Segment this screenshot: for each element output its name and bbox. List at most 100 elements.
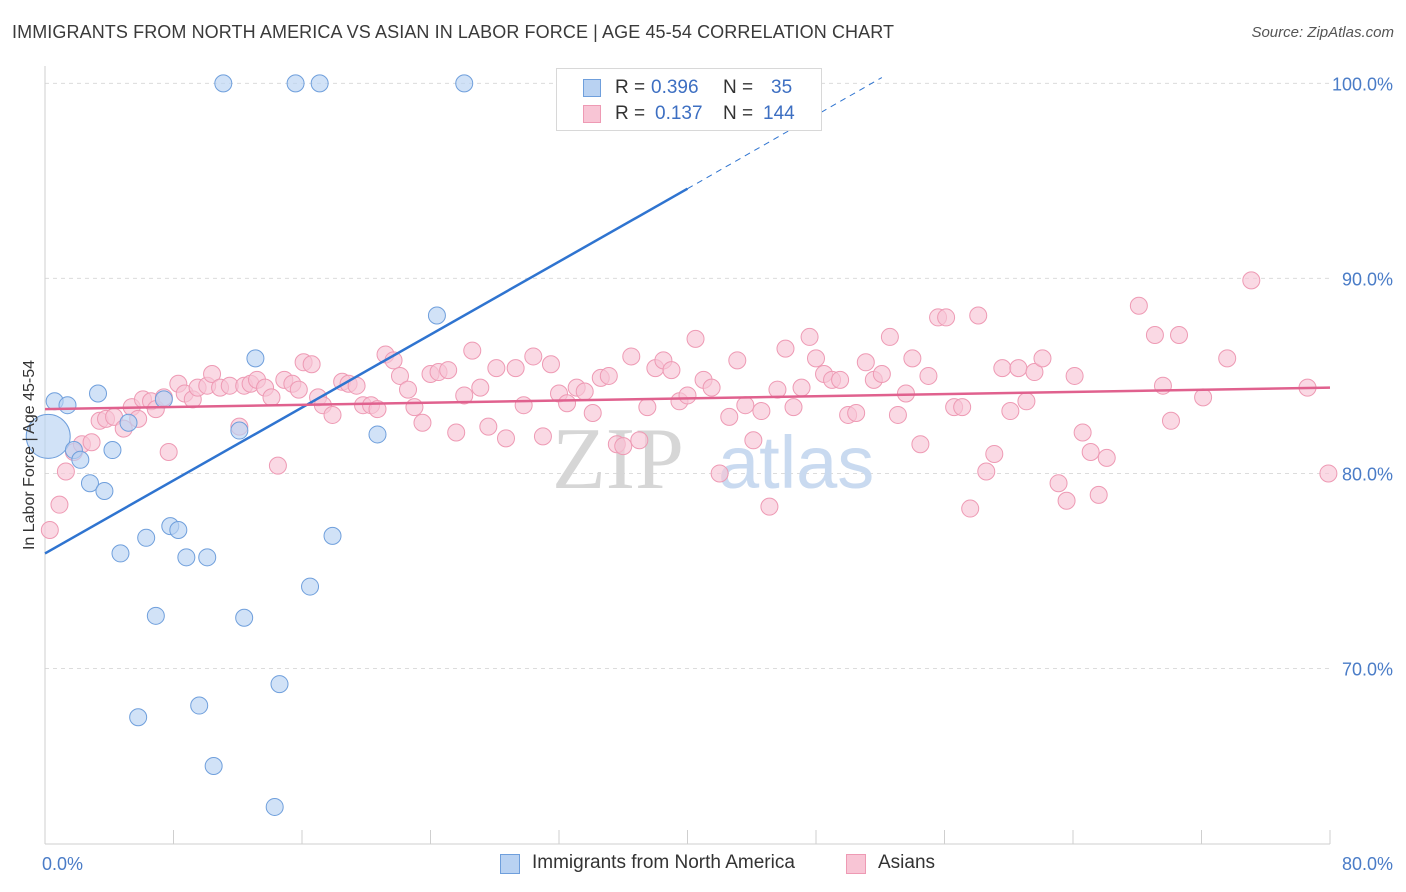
- asians-point[interactable]: [447, 423, 466, 442]
- asians-point[interactable]: [961, 499, 980, 518]
- asians-point[interactable]: [728, 351, 747, 370]
- asians-point[interactable]: [262, 388, 281, 407]
- north-america-point[interactable]: [204, 756, 223, 775]
- asians-point[interactable]: [268, 456, 287, 475]
- asians-point[interactable]: [1033, 349, 1052, 368]
- north-america-point[interactable]: [310, 74, 329, 93]
- asians-point[interactable]: [514, 396, 533, 415]
- asians-point[interactable]: [463, 341, 482, 360]
- asians-point[interactable]: [1170, 325, 1189, 344]
- asians-point[interactable]: [583, 403, 602, 422]
- asians-point[interactable]: [487, 359, 506, 378]
- north-america-point[interactable]: [455, 74, 474, 93]
- asians-point[interactable]: [1194, 388, 1213, 407]
- asians-point[interactable]: [1218, 349, 1237, 368]
- asians-point[interactable]: [911, 435, 930, 454]
- asians-point[interactable]: [1009, 359, 1028, 378]
- asians-point[interactable]: [1319, 464, 1338, 483]
- asians-point[interactable]: [1049, 474, 1068, 493]
- asians-point[interactable]: [710, 464, 729, 483]
- asians-point[interactable]: [831, 370, 850, 389]
- asians-point[interactable]: [1065, 366, 1084, 385]
- asians-point[interactable]: [638, 398, 657, 417]
- north-america-point[interactable]: [230, 421, 249, 440]
- north-america-point[interactable]: [246, 349, 265, 368]
- north-america-point[interactable]: [58, 396, 77, 415]
- asians-point[interactable]: [159, 443, 178, 461]
- asians-point[interactable]: [1081, 443, 1100, 461]
- asians-point[interactable]: [599, 366, 618, 385]
- north-america-point[interactable]: [95, 482, 114, 501]
- asians-point[interactable]: [744, 431, 763, 450]
- north-america-point[interactable]: [270, 675, 289, 694]
- asians-point[interactable]: [993, 359, 1012, 378]
- asians-point[interactable]: [533, 427, 552, 446]
- asians-point[interactable]: [903, 349, 922, 368]
- asians-point[interactable]: [541, 355, 560, 374]
- asians-point[interactable]: [888, 405, 907, 424]
- asians-point[interactable]: [558, 394, 577, 413]
- asians-point[interactable]: [752, 402, 771, 421]
- north-america-point[interactable]: [137, 528, 156, 547]
- asians-point[interactable]: [937, 308, 956, 327]
- asians-point[interactable]: [969, 306, 988, 325]
- asians-point[interactable]: [575, 382, 594, 401]
- north-america-point[interactable]: [146, 606, 165, 625]
- asians-point[interactable]: [1057, 491, 1076, 510]
- asians-point[interactable]: [630, 431, 649, 450]
- asians-point[interactable]: [1073, 423, 1092, 442]
- asians-point[interactable]: [736, 396, 755, 415]
- north-america-point[interactable]: [80, 474, 99, 493]
- asians-point[interactable]: [800, 327, 819, 346]
- asians-point[interactable]: [872, 364, 891, 383]
- north-america-point[interactable]: [111, 544, 130, 563]
- asians-point[interactable]: [455, 386, 474, 405]
- asians-point[interactable]: [471, 378, 490, 397]
- asians-point[interactable]: [985, 444, 1004, 463]
- asians-point[interactable]: [686, 329, 705, 348]
- asians-point[interactable]: [1089, 485, 1108, 504]
- asians-point[interactable]: [776, 339, 795, 358]
- north-america-point[interactable]: [169, 521, 188, 540]
- asians-point[interactable]: [1129, 296, 1148, 315]
- asians-point[interactable]: [847, 403, 866, 422]
- asians-point[interactable]: [792, 378, 811, 397]
- asians-point[interactable]: [479, 417, 498, 436]
- asians-point[interactable]: [56, 462, 75, 481]
- asians-point[interactable]: [919, 366, 938, 385]
- north-america-point[interactable]: [214, 74, 233, 93]
- asians-point[interactable]: [506, 359, 525, 378]
- asians-point[interactable]: [399, 380, 418, 399]
- asians-point[interactable]: [953, 398, 972, 417]
- asians-point[interactable]: [662, 361, 681, 380]
- asians-point[interactable]: [1145, 325, 1164, 344]
- asians-point[interactable]: [614, 437, 633, 456]
- asians-point[interactable]: [807, 349, 825, 368]
- asians-point[interactable]: [40, 521, 59, 540]
- asians-point[interactable]: [1161, 411, 1180, 430]
- north-america-point[interactable]: [286, 74, 305, 93]
- asians-point[interactable]: [82, 433, 101, 452]
- asians-point[interactable]: [678, 386, 697, 405]
- asians-point[interactable]: [1017, 392, 1036, 411]
- north-america-point[interactable]: [198, 548, 217, 567]
- north-america-point[interactable]: [177, 548, 196, 567]
- asians-point[interactable]: [622, 347, 641, 366]
- north-america-point[interactable]: [154, 390, 173, 409]
- asians-point[interactable]: [439, 361, 458, 380]
- asians-point[interactable]: [203, 364, 222, 383]
- asians-point[interactable]: [323, 405, 342, 424]
- north-america-point[interactable]: [25, 413, 71, 459]
- asians-point[interactable]: [856, 353, 875, 372]
- north-america-point[interactable]: [301, 577, 320, 596]
- north-america-point[interactable]: [129, 708, 148, 727]
- north-america-point[interactable]: [427, 306, 446, 325]
- north-america-point[interactable]: [89, 384, 108, 403]
- asians-point[interactable]: [702, 378, 721, 397]
- north-america-point[interactable]: [368, 425, 387, 444]
- north-america-point[interactable]: [323, 526, 342, 545]
- asians-point[interactable]: [880, 327, 899, 346]
- asians-point[interactable]: [784, 398, 803, 417]
- asians-point[interactable]: [720, 407, 739, 426]
- asians-point[interactable]: [1001, 402, 1020, 421]
